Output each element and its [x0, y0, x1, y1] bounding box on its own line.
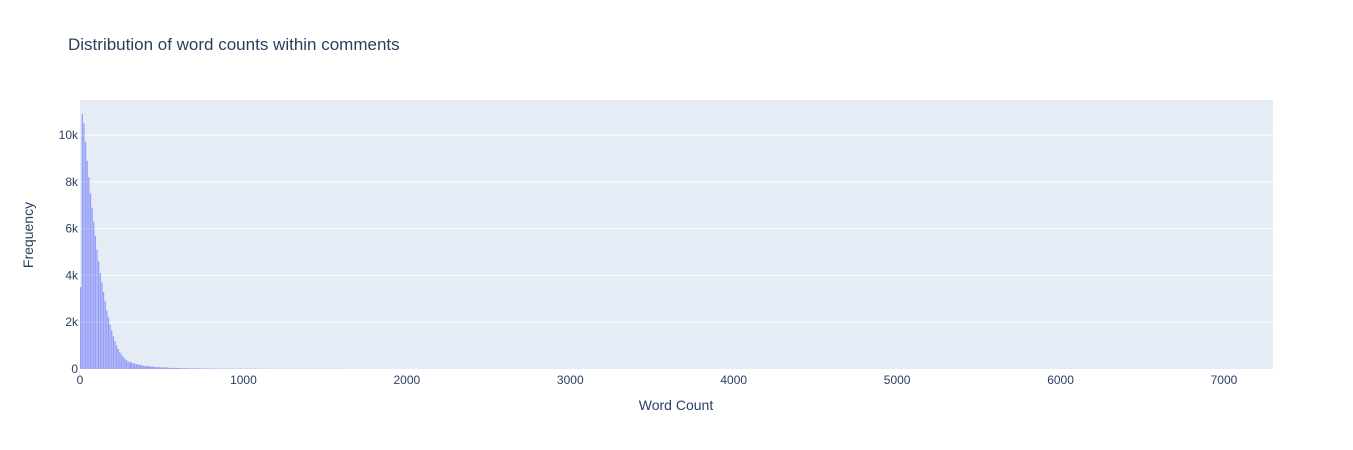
histogram-bar	[97, 261, 100, 369]
histogram-bar	[119, 352, 121, 369]
histogram-bar	[174, 368, 182, 369]
histogram-bar	[93, 221, 95, 369]
y-tick-label: 4k	[65, 268, 79, 282]
histogram-bar	[96, 249, 98, 369]
histogram-bar	[83, 123, 85, 370]
histogram-bar	[109, 324, 111, 369]
histogram-bar	[138, 365, 142, 369]
histogram-bar	[91, 207, 93, 369]
chart-title: Distribution of word counts within comme…	[68, 35, 400, 54]
histogram-bar	[81, 114, 83, 369]
histogram-bar	[111, 330, 113, 369]
x-tick-label: 3000	[557, 373, 584, 387]
x-tick-label: 1000	[230, 373, 257, 387]
y-tick-label: 2k	[65, 315, 79, 329]
x-tick-label: 5000	[884, 373, 911, 387]
histogram-bar	[117, 349, 119, 369]
histogram-bar	[120, 354, 123, 369]
histogram-bar	[80, 287, 82, 369]
histogram-bar	[106, 310, 108, 369]
x-tick-label: 2000	[393, 373, 420, 387]
histogram-bar	[115, 345, 118, 369]
x-tick-label: 0	[77, 373, 84, 387]
histogram-bar	[135, 364, 139, 369]
y-axis-title: Frequency	[20, 202, 36, 268]
histogram-bar	[122, 356, 124, 369]
y-axis-ticks: 0 2k 4k 6k 8k 10k	[59, 128, 79, 376]
histogram-bar	[189, 368, 198, 369]
histogram-bar	[181, 368, 190, 369]
histogram-bar	[168, 367, 175, 369]
histogram-bar	[155, 367, 162, 369]
histogram-bar	[99, 273, 101, 369]
grid-lines	[80, 134, 1273, 323]
histogram-bar	[161, 367, 168, 369]
y-tick-label: 10k	[59, 128, 79, 142]
histogram-bar	[104, 301, 106, 369]
histogram-bar	[112, 336, 115, 369]
y-tick-label: 0	[71, 362, 78, 376]
histogram-bar	[142, 365, 146, 369]
x-tick-label: 4000	[720, 373, 747, 387]
histogram-bar	[129, 362, 132, 369]
histogram-bar	[84, 142, 87, 369]
plot-area	[80, 100, 1273, 369]
histogram-bar	[145, 366, 150, 369]
histogram-bar	[102, 291, 105, 369]
histogram-bar	[86, 160, 88, 369]
histogram-bar	[124, 358, 126, 369]
histogram-bar	[150, 366, 155, 369]
histogram-bar	[107, 317, 110, 369]
x-axis-title: Word Count	[639, 397, 714, 413]
y-tick-label: 8k	[65, 175, 79, 189]
histogram-bar	[125, 360, 128, 369]
x-axis-ticks: 0 1000 2000 3000 4000 5000 6000 7000	[77, 373, 1238, 387]
histogram-bar	[132, 363, 136, 369]
histogram-bar	[101, 282, 103, 369]
histogram-bar	[114, 340, 116, 369]
histogram-bar	[94, 235, 97, 369]
x-tick-label: 7000	[1211, 373, 1238, 387]
y-tick-label: 6k	[65, 222, 79, 236]
x-tick-label: 6000	[1047, 373, 1074, 387]
histogram-bar	[89, 193, 92, 369]
histogram-bar	[127, 361, 129, 369]
histogram-bar	[88, 177, 90, 369]
histogram-bars	[80, 114, 343, 370]
